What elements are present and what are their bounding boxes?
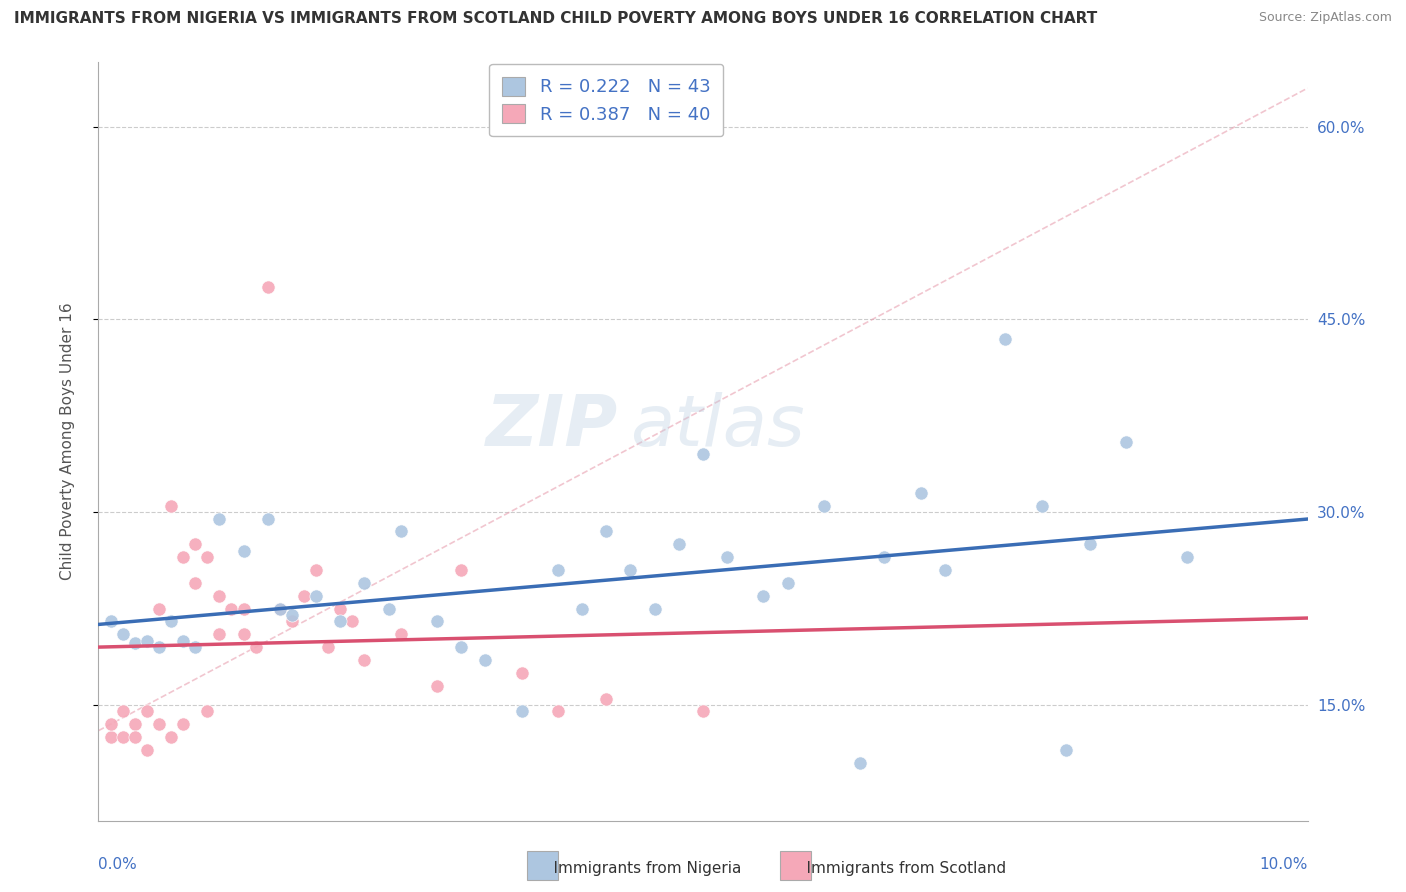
Point bbox=[160, 499, 183, 513]
Point bbox=[172, 550, 194, 565]
Point bbox=[595, 691, 617, 706]
Text: Immigrants from Nigeria: Immigrants from Nigeria bbox=[534, 861, 741, 876]
Point bbox=[195, 550, 218, 565]
Point bbox=[474, 653, 496, 667]
Point bbox=[184, 575, 207, 590]
Point bbox=[135, 705, 157, 719]
Point bbox=[221, 601, 243, 615]
Point bbox=[148, 601, 170, 615]
Point bbox=[305, 563, 328, 577]
Point bbox=[281, 615, 304, 629]
Point bbox=[353, 653, 375, 667]
Bar bbox=[527, 851, 558, 880]
Point bbox=[208, 511, 231, 525]
Point bbox=[135, 633, 157, 648]
Point bbox=[245, 640, 267, 655]
Point bbox=[752, 589, 775, 603]
Point bbox=[377, 601, 399, 615]
Point bbox=[619, 563, 641, 577]
Point bbox=[316, 640, 339, 655]
Point bbox=[111, 627, 134, 641]
Point bbox=[292, 589, 315, 603]
Point bbox=[353, 575, 375, 590]
Point bbox=[910, 486, 932, 500]
Text: Source: ZipAtlas.com: Source: ZipAtlas.com bbox=[1258, 11, 1392, 24]
Text: atlas: atlas bbox=[630, 392, 806, 461]
Point bbox=[269, 601, 291, 615]
Point bbox=[329, 615, 352, 629]
Point bbox=[547, 705, 569, 719]
Point bbox=[232, 543, 254, 558]
Point bbox=[426, 615, 449, 629]
Point bbox=[389, 524, 412, 539]
Point bbox=[160, 730, 183, 744]
Point bbox=[510, 665, 533, 680]
Point bbox=[1115, 434, 1137, 449]
Legend: R = 0.222   N = 43, R = 0.387   N = 40: R = 0.222 N = 43, R = 0.387 N = 40 bbox=[489, 64, 723, 136]
Point bbox=[135, 743, 157, 757]
Point bbox=[450, 563, 472, 577]
Point bbox=[389, 627, 412, 641]
Point bbox=[595, 524, 617, 539]
Point bbox=[124, 636, 146, 650]
Point bbox=[160, 615, 183, 629]
Point bbox=[172, 717, 194, 731]
Point bbox=[124, 717, 146, 731]
Point bbox=[1031, 499, 1053, 513]
Point bbox=[208, 627, 231, 641]
Point bbox=[124, 730, 146, 744]
Point bbox=[305, 589, 328, 603]
Point bbox=[510, 705, 533, 719]
Point bbox=[716, 550, 738, 565]
Text: 10.0%: 10.0% bbox=[1260, 856, 1308, 871]
Point bbox=[195, 705, 218, 719]
Point bbox=[281, 607, 304, 622]
Point bbox=[208, 589, 231, 603]
Point bbox=[692, 447, 714, 461]
Point bbox=[873, 550, 896, 565]
Point bbox=[934, 563, 956, 577]
Point bbox=[111, 730, 134, 744]
Point bbox=[100, 615, 122, 629]
Point bbox=[172, 633, 194, 648]
Point bbox=[269, 601, 291, 615]
Text: ZIP: ZIP bbox=[486, 392, 619, 461]
Point bbox=[111, 705, 134, 719]
Point bbox=[148, 640, 170, 655]
Point bbox=[813, 499, 835, 513]
Point bbox=[256, 280, 278, 294]
Point bbox=[692, 705, 714, 719]
Y-axis label: Child Poverty Among Boys Under 16: Child Poverty Among Boys Under 16 bbox=[60, 302, 75, 581]
Point bbox=[148, 717, 170, 731]
Point bbox=[547, 563, 569, 577]
Point bbox=[329, 601, 352, 615]
Point bbox=[232, 627, 254, 641]
Point bbox=[644, 601, 666, 615]
Point bbox=[100, 717, 122, 731]
Point bbox=[668, 537, 690, 551]
Point bbox=[1175, 550, 1198, 565]
Point bbox=[1078, 537, 1101, 551]
Point bbox=[1054, 743, 1077, 757]
Point bbox=[342, 615, 364, 629]
Point bbox=[184, 537, 207, 551]
Text: IMMIGRANTS FROM NIGERIA VS IMMIGRANTS FROM SCOTLAND CHILD POVERTY AMONG BOYS UND: IMMIGRANTS FROM NIGERIA VS IMMIGRANTS FR… bbox=[14, 11, 1097, 26]
Bar bbox=[780, 851, 811, 880]
Point bbox=[849, 756, 872, 770]
Text: Immigrants from Scotland: Immigrants from Scotland bbox=[787, 861, 1007, 876]
Point bbox=[256, 511, 278, 525]
Point bbox=[426, 679, 449, 693]
Point bbox=[776, 575, 799, 590]
Point bbox=[232, 601, 254, 615]
Point bbox=[100, 730, 122, 744]
Text: 0.0%: 0.0% bbox=[98, 856, 138, 871]
Point bbox=[571, 601, 593, 615]
Point bbox=[184, 640, 207, 655]
Point bbox=[450, 640, 472, 655]
Point bbox=[994, 332, 1017, 346]
